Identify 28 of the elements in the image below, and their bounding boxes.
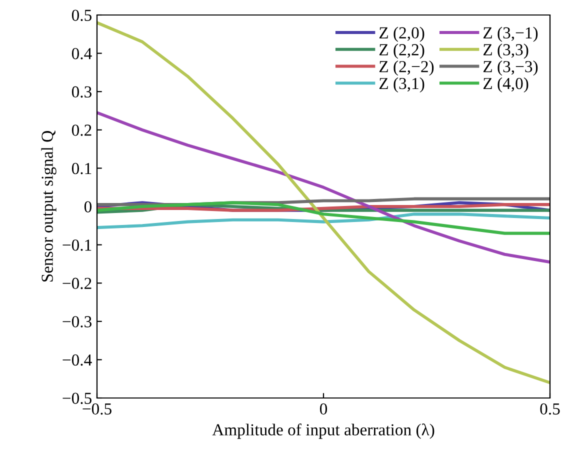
y-tick-label: 0.5 [72,10,92,22]
y-tick-label: 0.1 [72,162,92,174]
y-axis-title: Sensor output signal Q [41,130,56,282]
y-tick-label: −0.1 [62,240,92,251]
legend-label: Z (3,1) [379,77,424,93]
x-tick-label: −0.5 [82,403,112,415]
line-series [97,21,550,384]
line-series [97,111,550,264]
legend-label: Z (3,−1) [483,26,538,42]
x-tick-label: 0.5 [540,403,560,415]
y-tick-label: −0.2 [62,278,92,290]
y-tick-label: 0.2 [72,124,92,136]
y-tick-label: 0 [84,201,92,212]
y-tick-label: −0.5 [62,392,92,404]
line-series [97,212,550,230]
x-tick-label: 0 [320,403,328,415]
y-tick-label: 0.3 [72,86,92,98]
legend-label: Z (2,2) [379,44,424,59]
legend-label: Z (2,0) [379,26,424,42]
line-series [97,201,550,235]
legend-label: Z (3,3) [483,44,528,59]
legend-label: Z (3,−3) [483,60,538,76]
y-tick-label: −0.4 [62,354,92,366]
legend-label: Z (2,−2) [379,60,434,76]
y-tick-label: −0.3 [62,316,92,328]
y-tick-label: 0.4 [72,48,92,60]
x-axis-title: Amplitude of input aberration (λ) [212,424,434,439]
legend-label: Z (4,0) [483,77,528,93]
